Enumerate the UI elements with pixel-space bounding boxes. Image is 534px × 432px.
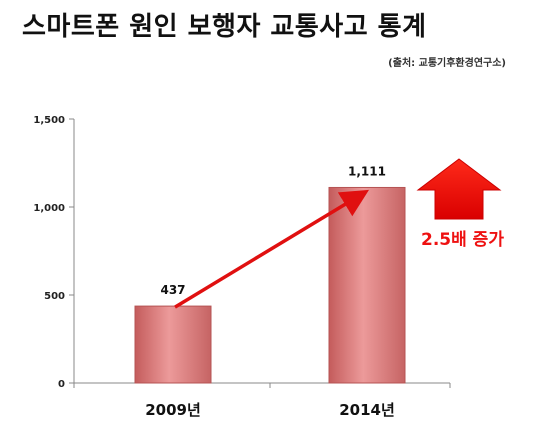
bars: 437 1,111 [134, 164, 406, 384]
data-label: 1,111 [348, 164, 386, 178]
x-category-label: 2009년 [145, 401, 201, 419]
source-note: (출처: 교통기후환경연구소) [388, 58, 506, 69]
bar-1 [134, 305, 212, 384]
x-category-label: 2014년 [339, 401, 395, 419]
bar-2 [328, 186, 406, 384]
data-label: 437 [160, 283, 185, 297]
up-arrow-icon [416, 158, 502, 220]
y-tick-label: 500 [44, 291, 65, 302]
annotations: 2.5배 증가 [174, 158, 504, 309]
chart-title: 스마트폰 원인 보행자 교통사고 통계 [22, 12, 427, 42]
y-tick-label: 0 [58, 379, 65, 390]
increase-note: 2.5배 증가 [421, 230, 504, 250]
y-tick-label: 1,000 [33, 203, 65, 214]
trend-arrow [174, 189, 369, 309]
y-tick-label: 1,500 [33, 115, 65, 126]
